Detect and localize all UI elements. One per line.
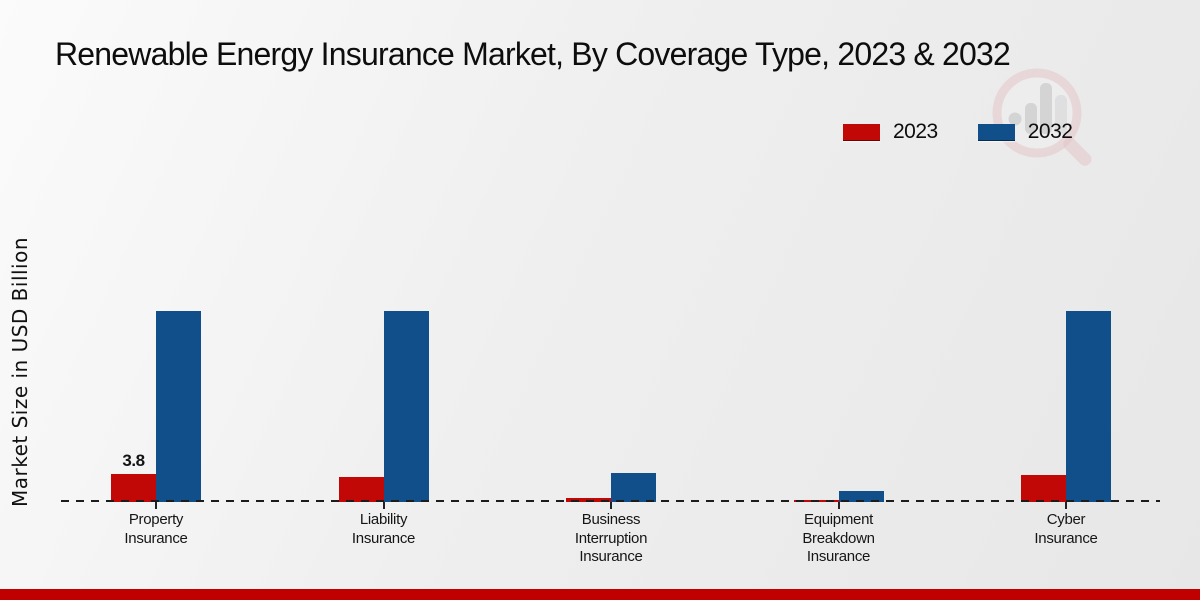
x-axis-tick-equipment-breakdown-insurance [837,502,840,509]
legend-swatch-2032 [977,123,1015,141]
bar-2032-equipment-breakdown-insurance [838,490,884,502]
x-axis-label-equipment-breakdown-insurance: Equipment Breakdown Insurance [802,511,875,565]
legend-swatch-2023 [843,123,880,141]
bar-2023-property-insurance [111,473,156,502]
x-axis-label-property-insurance: Property Insurance [124,511,188,547]
x-axis-tick-cyber-insurance [1065,502,1067,509]
x-axis-dashed-baseline [61,500,1160,502]
bar-2032-liability-insurance [383,311,429,502]
bar-2032-cyber-insurance [1066,311,1111,502]
bar-2023-cyber-insurance [1021,475,1066,502]
bar-value-label-2023-property-insurance: 3.8 [122,450,145,470]
bar-2023-liability-insurance [338,476,384,502]
x-axis-label-business-interruption-insurance: Business Interruption Insurance [574,511,648,565]
legend-label-2032: 2032 [1027,120,1073,143]
legend-item-2032: 2032 [977,120,1073,144]
bar-2032-property-insurance [156,311,201,502]
page-title: Renewable Energy Insurance Market, By Co… [55,36,1011,72]
bar-2032-business-interruption-insurance [611,473,656,502]
footer-accent-bar [0,589,1200,600]
x-axis-label-cyber-insurance: Cyber Insurance [1034,511,1098,547]
x-axis-tick-business-interruption-insurance [610,502,612,509]
mrfr-watermark-logo [992,68,1092,166]
legend-item-2023: 2023 [843,120,938,144]
x-axis-tick-property-insurance [155,502,157,509]
x-axis-tick-liability-insurance [382,502,385,509]
x-axis-label-liability-insurance: Liability Insurance [351,511,416,547]
legend-label-2023: 2023 [893,120,938,143]
chart-legend: 2023 2032 [843,120,1073,144]
